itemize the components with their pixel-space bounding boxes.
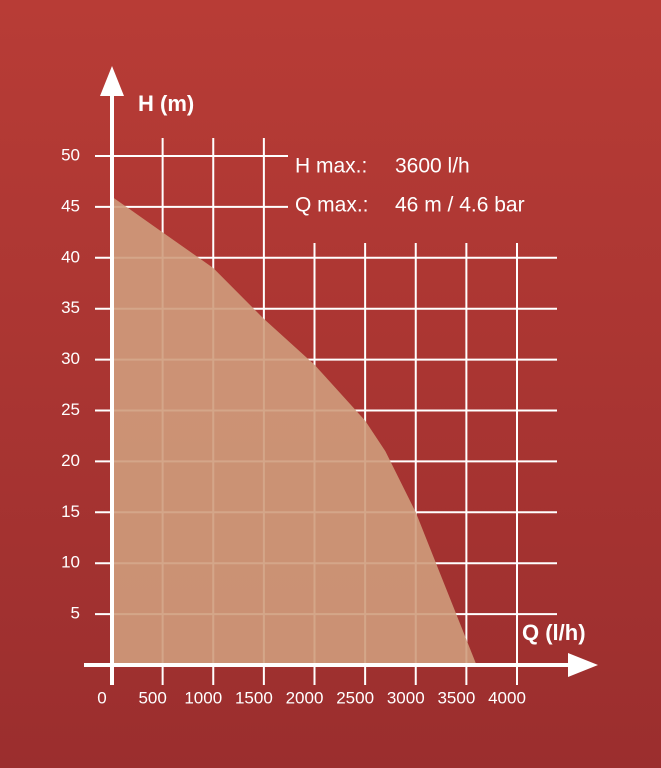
y-tick-label: 45 bbox=[61, 196, 80, 215]
x-tick-label: 0 bbox=[97, 688, 106, 707]
y-arrow bbox=[100, 66, 124, 96]
y-tick-label: 50 bbox=[61, 145, 80, 164]
x-tick-label: 1000 bbox=[184, 688, 222, 707]
y-tick-label: 15 bbox=[61, 502, 80, 521]
x-tick-label: 2500 bbox=[336, 688, 374, 707]
x-arrow bbox=[568, 653, 598, 677]
x-tick-label: 3500 bbox=[437, 688, 475, 707]
x-tick-label: 500 bbox=[138, 688, 166, 707]
annotation-text: 46 m / 4.6 bar bbox=[395, 194, 525, 217]
x-tick-label: 2000 bbox=[286, 688, 324, 707]
y-axis-label: H (m) bbox=[138, 91, 194, 116]
y-tick-label: 5 bbox=[71, 604, 80, 623]
y-tick-label: 40 bbox=[61, 247, 80, 266]
y-tick-label: 20 bbox=[61, 451, 80, 470]
area bbox=[112, 196, 477, 665]
annotation-text: 3600 l/h bbox=[395, 155, 470, 178]
x-tick-label: 4000 bbox=[488, 688, 526, 707]
y-tick-label: 35 bbox=[61, 298, 80, 317]
y-tick-label: 30 bbox=[61, 349, 80, 368]
x-tick-label: 3000 bbox=[387, 688, 425, 707]
y-tick-label: 25 bbox=[61, 400, 80, 419]
annotation-label: H max.: bbox=[295, 155, 367, 178]
x-axis-label: Q (l/h) bbox=[522, 620, 586, 645]
y-tick-label: 10 bbox=[61, 553, 80, 572]
annotation-label: Q max.: bbox=[295, 194, 369, 217]
x-tick-label: 1500 bbox=[235, 688, 273, 707]
